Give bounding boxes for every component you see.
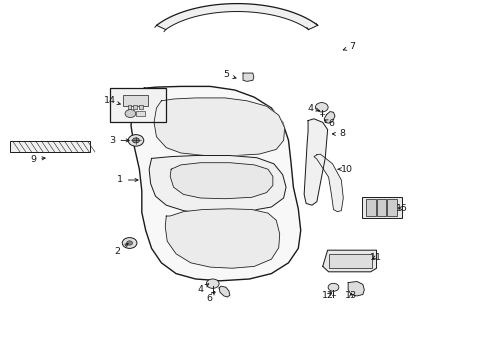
Text: 8: 8: [332, 129, 345, 138]
Text: 5: 5: [223, 71, 236, 79]
Circle shape: [206, 279, 219, 288]
Text: 6: 6: [206, 291, 214, 303]
Bar: [376, 199, 386, 216]
Bar: [328, 254, 371, 268]
Polygon shape: [154, 98, 284, 156]
Circle shape: [126, 241, 132, 245]
Text: 7: 7: [343, 42, 354, 51]
Polygon shape: [322, 250, 376, 272]
Text: 1: 1: [117, 175, 138, 184]
Text: 13: 13: [345, 292, 356, 300]
Bar: [127, 105, 131, 108]
Polygon shape: [313, 154, 343, 212]
Circle shape: [315, 103, 327, 112]
Bar: [123, 95, 147, 105]
Text: 12: 12: [321, 292, 333, 300]
Circle shape: [132, 138, 139, 143]
Text: 4: 4: [197, 284, 208, 294]
Text: 3: 3: [109, 136, 129, 145]
Polygon shape: [170, 163, 272, 199]
Text: 4: 4: [307, 104, 319, 112]
Polygon shape: [165, 209, 279, 268]
Bar: [136, 111, 145, 116]
Bar: [139, 105, 143, 108]
Bar: [386, 199, 396, 216]
Polygon shape: [149, 156, 285, 213]
Polygon shape: [304, 119, 327, 205]
Polygon shape: [347, 282, 364, 296]
Polygon shape: [243, 73, 253, 81]
Bar: [110, 88, 166, 122]
Bar: [10, 141, 90, 152]
Circle shape: [128, 135, 143, 146]
Text: 14: 14: [104, 96, 120, 105]
Text: 6: 6: [324, 118, 334, 127]
Text: 2: 2: [114, 244, 128, 256]
Text: 9: 9: [30, 154, 45, 163]
Polygon shape: [156, 4, 317, 30]
Polygon shape: [219, 286, 229, 297]
Circle shape: [327, 283, 338, 291]
Circle shape: [122, 238, 137, 248]
Polygon shape: [324, 112, 334, 123]
Text: 11: 11: [369, 253, 381, 262]
Bar: [365, 199, 375, 216]
Text: 10: 10: [338, 165, 352, 174]
Bar: [361, 197, 401, 218]
Text: 15: 15: [395, 204, 407, 212]
Bar: [133, 105, 137, 108]
Polygon shape: [131, 86, 300, 281]
Circle shape: [125, 109, 136, 117]
